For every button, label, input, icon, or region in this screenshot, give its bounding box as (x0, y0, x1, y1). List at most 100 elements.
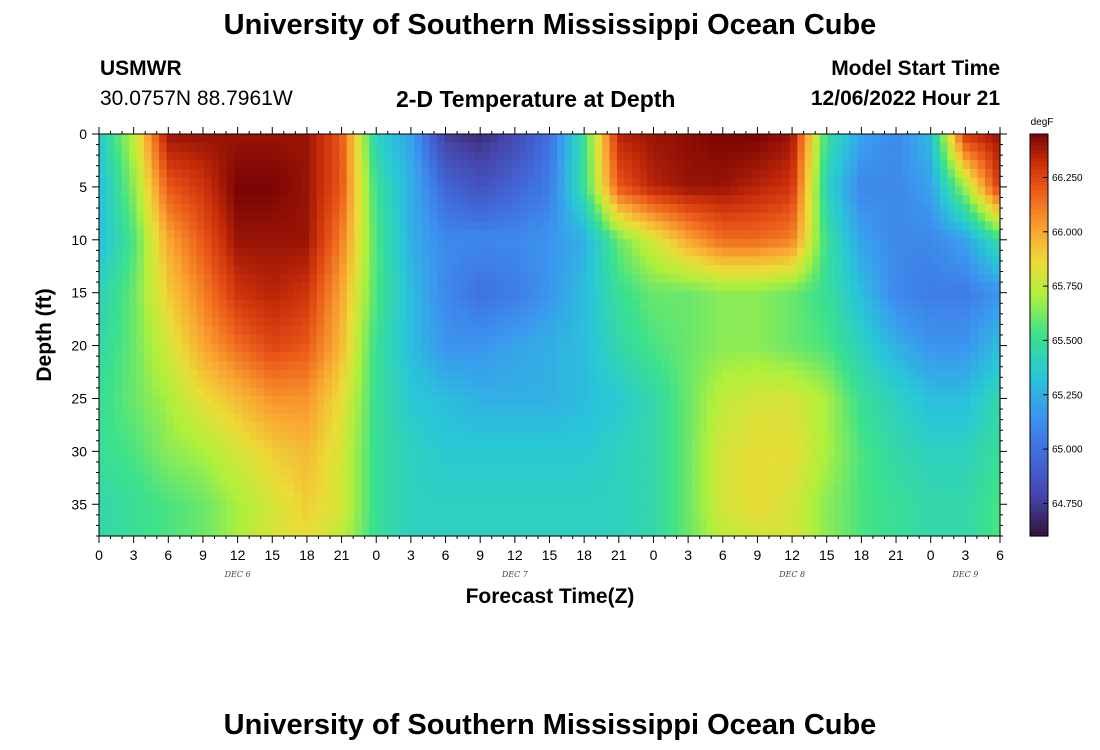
heatmap-cell (151, 221, 160, 231)
heatmap-cell (264, 396, 273, 406)
heatmap-cell (699, 230, 708, 240)
heatmap-cell (887, 203, 896, 214)
heatmap-cell (602, 238, 611, 249)
heatmap-cell (421, 335, 430, 345)
heatmap-cell (504, 195, 513, 205)
heatmap-cell (534, 335, 543, 345)
heatmap-cell (849, 221, 858, 231)
heatmap-cell (954, 291, 964, 301)
heatmap-cell (196, 221, 205, 231)
heatmap-cell (136, 142, 145, 153)
heatmap-cell (226, 431, 235, 441)
heatmap-cell (106, 256, 115, 266)
heatmap-cell (797, 369, 806, 380)
heatmap-cell (549, 466, 558, 476)
heatmap-cell (429, 195, 438, 205)
heatmap-cell (144, 431, 153, 441)
heatmap-cell (564, 387, 573, 397)
heatmap-cell (534, 396, 543, 406)
heatmap-cell (129, 300, 138, 310)
heatmap-cell (301, 221, 310, 231)
heatmap-cell (316, 273, 325, 284)
heatmap-cell (707, 221, 716, 231)
heatmap-cell (624, 142, 633, 153)
heatmap-cell (789, 142, 798, 153)
heatmap-cell (662, 422, 671, 432)
heatmap-cell (129, 177, 138, 188)
heatmap-cell (819, 361, 828, 371)
heatmap-cell (369, 483, 378, 493)
heatmap-cell (759, 265, 768, 275)
heatmap-cell (511, 396, 521, 406)
heatmap-cell (406, 396, 415, 406)
heatmap-cell (354, 448, 363, 458)
heatmap-cell (729, 317, 738, 327)
heatmap-cell (136, 466, 145, 476)
heatmap-cell (684, 431, 693, 441)
heatmap-cell (339, 404, 348, 415)
heatmap-cell (864, 203, 873, 214)
heatmap-cell (99, 326, 108, 336)
heatmap-cell (632, 291, 641, 301)
heatmap-cell (121, 317, 130, 327)
heatmap-cell (526, 308, 536, 319)
heatmap-cell (406, 448, 415, 458)
heatmap-cell (391, 282, 400, 292)
heatmap-cell (361, 238, 370, 249)
heatmap-cell (549, 448, 558, 458)
heatmap-cell (316, 300, 325, 310)
heatmap-cell (887, 483, 896, 493)
heatmap-cell (909, 439, 919, 450)
heatmap-cell (166, 387, 175, 397)
heatmap-cell (114, 317, 123, 327)
heatmap-cell (136, 387, 145, 397)
heatmap-cell (189, 186, 198, 196)
heatmap-cell (346, 369, 355, 380)
heatmap-cell (767, 387, 776, 397)
heatmap-cell (384, 387, 393, 397)
heatmap-cell (541, 352, 551, 362)
heatmap-cell (429, 352, 438, 362)
model-start-time: 12/06/2022 Hour 21 (810, 87, 1000, 110)
heatmap-cell (834, 335, 843, 345)
heatmap-cell (549, 378, 558, 389)
heatmap-cell (489, 212, 498, 222)
heatmap-cell (594, 343, 603, 354)
heatmap-cell (106, 352, 115, 362)
heatmap-cell (279, 378, 288, 389)
heatmap-cell (534, 203, 543, 214)
heatmap-cell (151, 466, 160, 476)
heatmap-cell (414, 343, 423, 354)
heatmap-cell (496, 448, 506, 458)
heatmap-cell (984, 413, 994, 423)
heatmap-cell (714, 160, 723, 170)
heatmap-cell (459, 492, 468, 502)
heatmap-cell (301, 195, 310, 205)
heatmap-cell (151, 378, 160, 389)
heatmap-cell (196, 195, 205, 205)
heatmap-cell (301, 404, 310, 415)
heatmap-cell (121, 238, 130, 249)
heatmap-cell (106, 396, 115, 406)
heatmap-cell (204, 457, 213, 467)
heatmap-cell (204, 282, 213, 292)
heatmap-cell (947, 378, 956, 389)
heatmap-cell (376, 369, 385, 380)
heatmap-cell (496, 326, 506, 336)
heatmap-cell (812, 134, 821, 144)
heatmap-cell (541, 326, 551, 336)
heatmap-cell (144, 457, 153, 467)
heatmap-cell (969, 413, 979, 423)
heatmap-cell (241, 151, 250, 161)
heatmap-cell (114, 168, 123, 179)
heatmap-cell (256, 378, 265, 389)
heatmap-cell (421, 256, 430, 266)
heatmap-cell (226, 212, 235, 222)
heatmap-cell (947, 439, 956, 450)
heatmap-cell (496, 308, 506, 319)
heatmap-cell (99, 221, 108, 231)
heatmap-cell (797, 422, 806, 432)
heatmap-cell (834, 134, 843, 144)
heatmap-cell (444, 361, 453, 371)
heatmap-cell (121, 361, 130, 371)
